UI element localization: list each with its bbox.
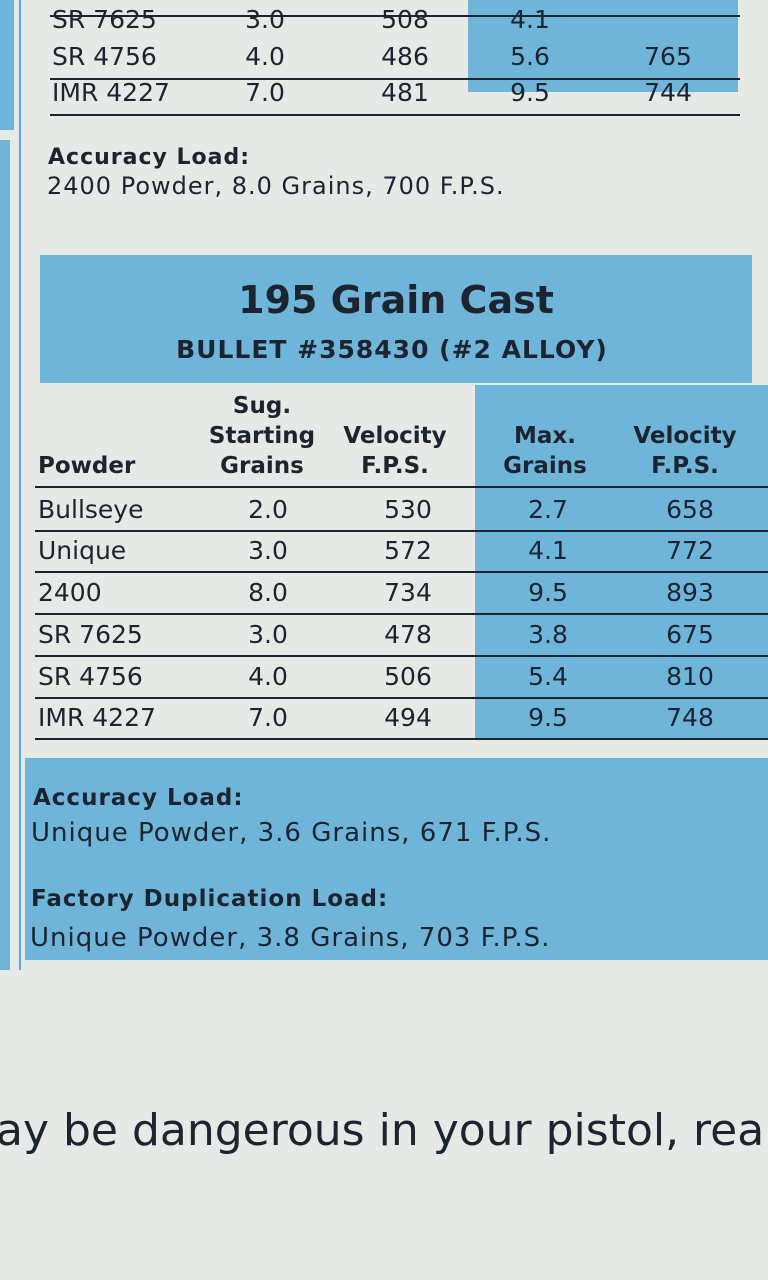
cell: 4.1 <box>510 5 550 34</box>
cell: Bullseye <box>38 495 144 524</box>
margin-rule <box>19 0 21 970</box>
cell: SR 7625 <box>38 620 143 649</box>
cell: 765 <box>644 42 692 71</box>
cell: 3.0 <box>245 5 285 34</box>
cell: 506 <box>384 662 432 691</box>
column-header: Grains <box>220 453 304 479</box>
section-header <box>40 255 752 383</box>
cell: SR 4756 <box>38 662 143 691</box>
cell: 3.0 <box>248 536 288 565</box>
cell: 748 <box>666 703 714 732</box>
notes-box <box>25 758 768 960</box>
note-text: Unique Powder, 3.8 Grains, 703 F.P.S. <box>30 923 551 953</box>
column-header: Velocity <box>633 423 737 449</box>
note-text: Unique Powder, 3.6 Grains, 671 F.P.S. <box>31 818 552 848</box>
header-rule <box>35 486 768 488</box>
section-subtitle: BULLET #358430 (#2 ALLOY) <box>176 335 608 364</box>
cell: 5.4 <box>528 662 568 691</box>
cell: 4.1 <box>528 536 568 565</box>
cell: 530 <box>384 495 432 524</box>
table-shade <box>475 385 768 740</box>
cell: Unique <box>38 536 127 565</box>
margin-strip <box>0 140 10 970</box>
row-rule <box>50 114 740 116</box>
cell: 3.8 <box>528 620 568 649</box>
cell: 9.5 <box>528 578 568 607</box>
cell: 9.5 <box>528 703 568 732</box>
row-rule <box>35 697 768 699</box>
cell: 572 <box>384 536 432 565</box>
cell: 744 <box>644 78 692 107</box>
column-header: Grains <box>503 453 587 479</box>
note-title: Accuracy Load: <box>48 145 251 170</box>
cell: IMR 4227 <box>52 78 170 107</box>
column-header: Powder <box>38 453 136 479</box>
row-rule <box>35 613 768 615</box>
row-rule <box>35 655 768 657</box>
row-rule <box>50 15 740 17</box>
cell: 893 <box>666 578 714 607</box>
column-header: Starting <box>208 423 316 449</box>
cell: 9.5 <box>510 78 550 107</box>
cell: 481 <box>381 78 429 107</box>
row-rule <box>35 738 768 740</box>
cell: SR 4756 <box>52 42 157 71</box>
cell: 3.0 <box>248 620 288 649</box>
margin-strip <box>0 0 14 130</box>
column-header: Sug. <box>232 393 292 419</box>
note-text: 2400 Powder, 8.0 Grains, 700 F.P.S. <box>47 172 505 200</box>
row-rule <box>35 530 768 532</box>
cell: 772 <box>666 536 714 565</box>
cell: 2.7 <box>528 495 568 524</box>
column-header: Velocity <box>343 423 447 449</box>
cell: 4.0 <box>245 42 285 71</box>
cell: 5.6 <box>510 42 550 71</box>
note-title: Accuracy Load: <box>33 785 244 811</box>
note-title: Factory Duplication Load: <box>31 886 389 912</box>
cell: 8.0 <box>248 578 288 607</box>
row-rule <box>35 571 768 573</box>
cell: 494 <box>384 703 432 732</box>
column-header: F.P.S. <box>361 453 429 479</box>
cell: 7.0 <box>245 78 285 107</box>
cell: 4.0 <box>248 662 288 691</box>
cell: 2400 <box>38 578 102 607</box>
cell: 810 <box>666 662 714 691</box>
section-title: 195 Grain Cast <box>238 278 554 322</box>
cell: 508 <box>381 5 429 34</box>
footer-text: ay be dangerous in your pistol, rea <box>0 1105 765 1156</box>
cell: 2.0 <box>248 495 288 524</box>
column-header: F.P.S. <box>651 453 719 479</box>
cell: 478 <box>384 620 432 649</box>
row-rule <box>50 78 740 80</box>
cell: 486 <box>381 42 429 71</box>
column-header: Max. <box>514 423 576 449</box>
cell: IMR 4227 <box>38 703 156 732</box>
cell: 658 <box>666 495 714 524</box>
cell: 675 <box>666 620 714 649</box>
cell: SR 7625 <box>52 5 157 34</box>
cell: 7.0 <box>248 703 288 732</box>
cell: 734 <box>384 578 432 607</box>
